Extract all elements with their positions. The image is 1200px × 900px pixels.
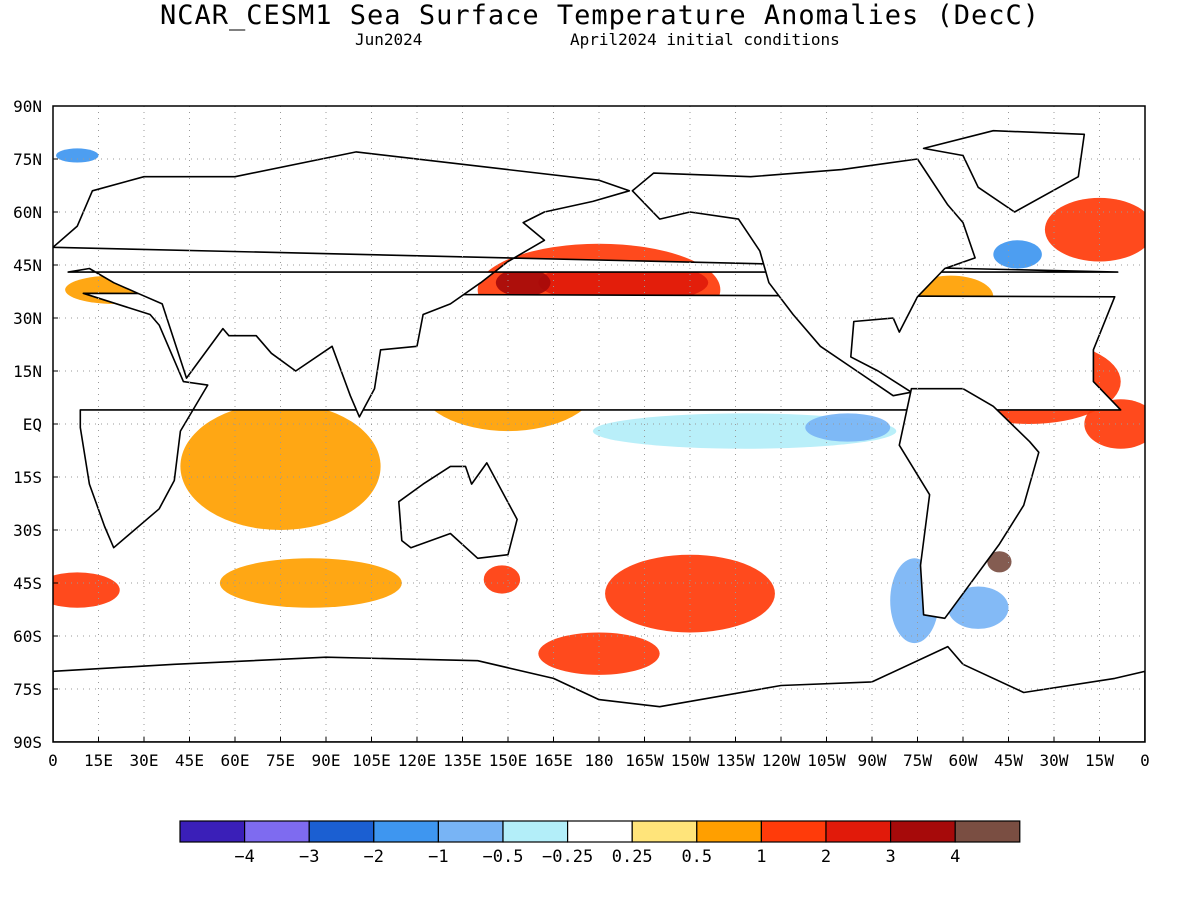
coastline-europe-asia — [53, 151, 1119, 418]
colorbar-swatch — [502, 820, 569, 843]
lon-tick-label: 120W — [762, 751, 801, 770]
lon-tick-label: 150W — [671, 751, 710, 770]
anomaly-region-argentine-cold — [947, 586, 1009, 629]
lon-tick-label: 180 — [585, 751, 614, 770]
lon-tick-label: 15W — [1085, 751, 1114, 770]
coastline-greenland — [922, 129, 1086, 213]
lon-tick-label: 30E — [130, 751, 159, 770]
graticule — [53, 106, 1145, 742]
colorbar-label: −0.5 — [483, 847, 524, 867]
lat-tick-label: 75N — [13, 150, 42, 169]
colorbar-label: −0.25 — [542, 847, 593, 867]
colorbar-swatch — [566, 820, 633, 843]
colorbar-swatch — [179, 820, 246, 843]
colorbar-swatch — [696, 820, 762, 843]
colorbar: −4 −3 −2 −1 −0.5 −0.25 0.25 0.5 1 2 3 4 — [179, 820, 1021, 867]
colorbar-label: 3 — [885, 847, 895, 867]
lon-tick-label: 45E — [175, 751, 204, 770]
anomaly-region-brazil-malvinas-peak — [987, 551, 1012, 573]
lon-tick-label: 90W — [858, 751, 887, 770]
colorbar-label: −3 — [299, 847, 319, 867]
lat-tick-label: EQ — [23, 415, 42, 434]
lat-tick-label: 45N — [13, 256, 42, 275]
anomaly-region-south-atlantic-warm — [53, 572, 120, 608]
colorbar-swatch — [889, 820, 956, 843]
lat-tick-label: 90S — [13, 733, 42, 752]
anomaly-region-tasman-warm — [483, 565, 521, 594]
anomaly-region-nino-cold-east — [805, 413, 891, 442]
lon-tick-label: 45W — [994, 751, 1023, 770]
lon-tick-label: 105E — [352, 751, 391, 770]
lon-tick-label: 165E — [534, 751, 573, 770]
colorbar-label: 2 — [821, 847, 831, 867]
colorbar-swatch — [437, 820, 504, 843]
colorbar-swatch — [954, 820, 1021, 843]
lat-tick-label: 15S — [13, 468, 42, 487]
lat-tick-label: 15N — [13, 362, 42, 381]
anomaly-region-southern-indian-warm — [219, 558, 402, 608]
colorbar-swatch — [244, 820, 310, 843]
coastline-south-america — [898, 387, 1040, 620]
lat-tick-label: 30S — [13, 521, 42, 540]
lon-tick-label: 15E — [84, 751, 113, 770]
lat-tick-label: 75S — [13, 680, 42, 699]
colorbar-swatch — [631, 820, 698, 843]
anomaly-region-labrador-cold — [993, 240, 1042, 269]
lat-tick-label: 45S — [13, 574, 42, 593]
map-title: NCAR_CESM1 Sea Surface Temperature Anoma… — [159, 0, 1041, 31]
anomaly-region-north-atlantic-warm — [1044, 197, 1145, 262]
lat-tick-label: 60N — [13, 203, 42, 222]
colorbar-label: −1 — [428, 847, 448, 867]
coastline-north-america — [631, 158, 976, 397]
anomaly-region-kuroshio-peak — [495, 268, 551, 297]
anomaly-region-barents-cold — [56, 148, 99, 163]
initial-conditions-label: April2024 initial conditions — [570, 30, 840, 49]
lon-tick-label: 60W — [949, 751, 978, 770]
colorbar-label: −2 — [364, 847, 384, 867]
lon-tick-label: 135E — [443, 751, 482, 770]
anomaly-region-ross-sea-warm — [538, 632, 660, 675]
lon-tick-label: 75E — [266, 751, 295, 770]
lon-tick-label: 120E — [398, 751, 437, 770]
lon-tick-label: 75W — [903, 751, 932, 770]
lon-tick-label: 90E — [312, 751, 341, 770]
lon-tick-label: 135W — [716, 751, 755, 770]
colorbar-label: −4 — [234, 847, 254, 867]
lat-tick-label: 90N — [13, 97, 42, 116]
lon-tick-label: 165W — [625, 751, 664, 770]
colorbar-label: 0.25 — [612, 847, 653, 867]
colorbar-swatch — [308, 820, 375, 843]
lat-tick-label: 60S — [13, 627, 42, 646]
lon-tick-label: 0 — [1140, 751, 1150, 770]
anomaly-region-south-pacific-warm — [605, 554, 775, 633]
valid-month-label: Jun2024 — [355, 30, 423, 49]
lon-tick-label: 0 — [48, 751, 58, 770]
lon-tick-label: 30W — [1040, 751, 1069, 770]
lon-tick-label: 105W — [807, 751, 846, 770]
colorbar-swatch — [760, 820, 827, 843]
colorbar-swatch — [373, 820, 439, 843]
colorbar-label: 4 — [950, 847, 960, 867]
lat-tick-label: 30N — [13, 309, 42, 328]
lon-tick-label: 150E — [489, 751, 528, 770]
lon-tick-label: 60E — [221, 751, 250, 770]
colorbar-label: 0.5 — [681, 847, 712, 867]
colorbar-label: 1 — [756, 847, 766, 867]
colorbar-swatch — [825, 820, 892, 843]
axis-labels: 90N 75N 60N 45N 30N 15N EQ 15S 30S 45S 60S 75S 90S 0 1… — [13, 97, 1150, 770]
coastline-australia — [398, 462, 518, 560]
